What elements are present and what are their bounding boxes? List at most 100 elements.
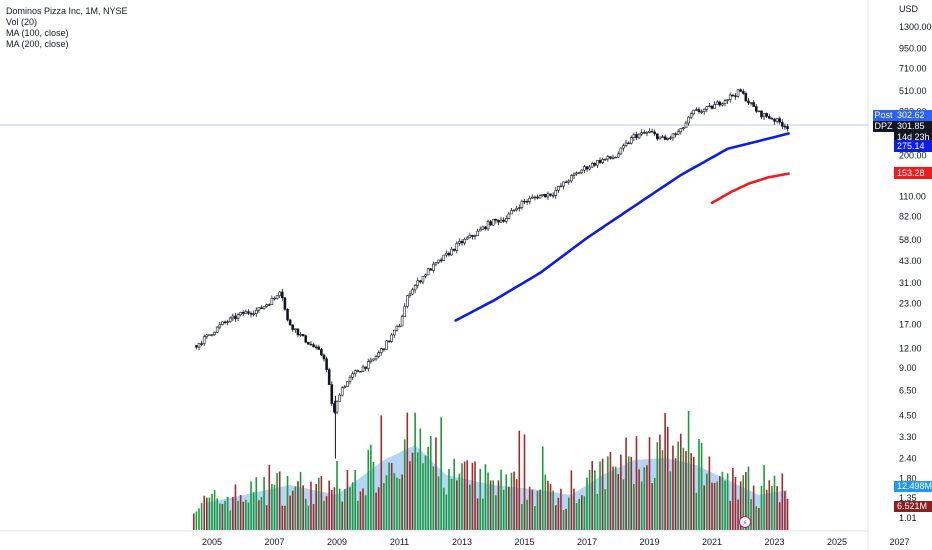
y-tick-label: 6.50 xyxy=(899,385,917,395)
candle-body xyxy=(491,218,495,226)
candle-body xyxy=(546,193,550,198)
candle-body xyxy=(458,241,461,244)
candle-body xyxy=(718,101,722,106)
volume-bar xyxy=(679,433,682,530)
y-tick-label: 1.35 xyxy=(899,493,917,503)
candle-body xyxy=(765,113,768,117)
volume-bar xyxy=(502,489,505,530)
candle-body xyxy=(267,304,271,306)
volume-bar xyxy=(367,449,370,530)
volume-bar xyxy=(716,481,719,530)
volume-bar xyxy=(328,480,330,530)
candle-body xyxy=(473,235,477,237)
candle-body xyxy=(213,331,216,335)
candle-body xyxy=(697,109,701,113)
volume-bar xyxy=(508,486,510,530)
volume-bar xyxy=(268,464,271,530)
volume-bar xyxy=(633,484,635,530)
y-tick-label: 1.01 xyxy=(899,513,917,523)
candle-body xyxy=(689,113,693,118)
volume-bar xyxy=(487,472,489,530)
volume-bar xyxy=(643,467,646,530)
candle-body xyxy=(283,297,287,310)
volume-bar xyxy=(784,491,786,530)
volume-bar xyxy=(341,501,344,530)
candle-body xyxy=(416,280,420,286)
candle-body xyxy=(624,142,628,146)
candle-body xyxy=(343,386,347,389)
candle-body xyxy=(629,137,633,144)
volume-bar xyxy=(299,471,302,530)
volume-bar xyxy=(453,458,455,530)
candle-body xyxy=(195,345,198,348)
candle-body xyxy=(486,221,490,230)
volume-bar xyxy=(297,481,299,530)
candle-body xyxy=(478,228,482,232)
volume-bar xyxy=(620,454,622,530)
x-tick-label: 2015 xyxy=(514,537,534,547)
volume-bar xyxy=(333,487,336,530)
candle-body xyxy=(741,91,745,94)
volume-bar xyxy=(781,473,784,530)
volume-bar xyxy=(411,452,414,530)
volume-bar xyxy=(721,471,724,530)
candle-body xyxy=(510,210,513,215)
volume-bar xyxy=(476,498,479,530)
y-tick-label: 710.00 xyxy=(899,63,927,73)
candle-body xyxy=(726,99,729,101)
y-tick-label: 510.00 xyxy=(899,86,927,96)
volume-bar xyxy=(458,473,461,530)
candle-body xyxy=(426,268,430,276)
candle-body xyxy=(489,221,492,226)
candle-body xyxy=(476,230,479,237)
candle-body xyxy=(439,259,443,262)
volume-bar xyxy=(330,489,333,530)
volume-bar xyxy=(570,470,573,530)
volume-bar xyxy=(549,483,552,530)
volume-bar xyxy=(372,462,375,530)
candle-body xyxy=(614,156,617,159)
currency-label: USD xyxy=(899,4,919,14)
volume-bar xyxy=(200,502,203,530)
volume-bar xyxy=(513,471,515,530)
candle-body xyxy=(221,321,224,325)
volume-bar xyxy=(250,481,252,530)
x-tick-label: 2019 xyxy=(639,537,659,547)
candle-body xyxy=(390,334,393,342)
volume-bar xyxy=(346,469,349,530)
volume-bar xyxy=(523,434,526,530)
volume-bar xyxy=(698,438,700,530)
volume-bar xyxy=(388,462,390,530)
dpz-label: DPZ xyxy=(875,121,894,131)
volume-bar xyxy=(776,486,778,530)
volume-bar xyxy=(224,500,226,530)
volume-bar xyxy=(492,480,495,530)
volume-bar xyxy=(247,502,250,530)
candle-body xyxy=(320,349,323,356)
ma200-line xyxy=(710,172,790,205)
candle-body xyxy=(452,248,456,251)
volume-bar xyxy=(646,465,648,530)
candle-body xyxy=(682,127,685,129)
volume-bar xyxy=(703,485,705,530)
volume-bar xyxy=(531,489,534,530)
candle-body xyxy=(497,219,500,223)
candle-body xyxy=(494,218,498,221)
candle-body xyxy=(523,200,526,203)
volume-bar xyxy=(336,460,338,530)
volume-bar xyxy=(302,485,304,530)
volume-bar xyxy=(763,465,765,530)
candle-body xyxy=(239,312,242,316)
candle-body xyxy=(635,134,638,139)
volume-bar xyxy=(765,489,768,530)
volume-bar xyxy=(370,444,372,530)
candle-body xyxy=(465,237,469,240)
candle-body xyxy=(260,307,263,309)
volume-bar xyxy=(737,499,739,530)
candle-body xyxy=(517,207,521,209)
x-tick-label: 2011 xyxy=(390,537,409,547)
volume-bar xyxy=(747,466,750,530)
volume-bar xyxy=(760,485,763,530)
